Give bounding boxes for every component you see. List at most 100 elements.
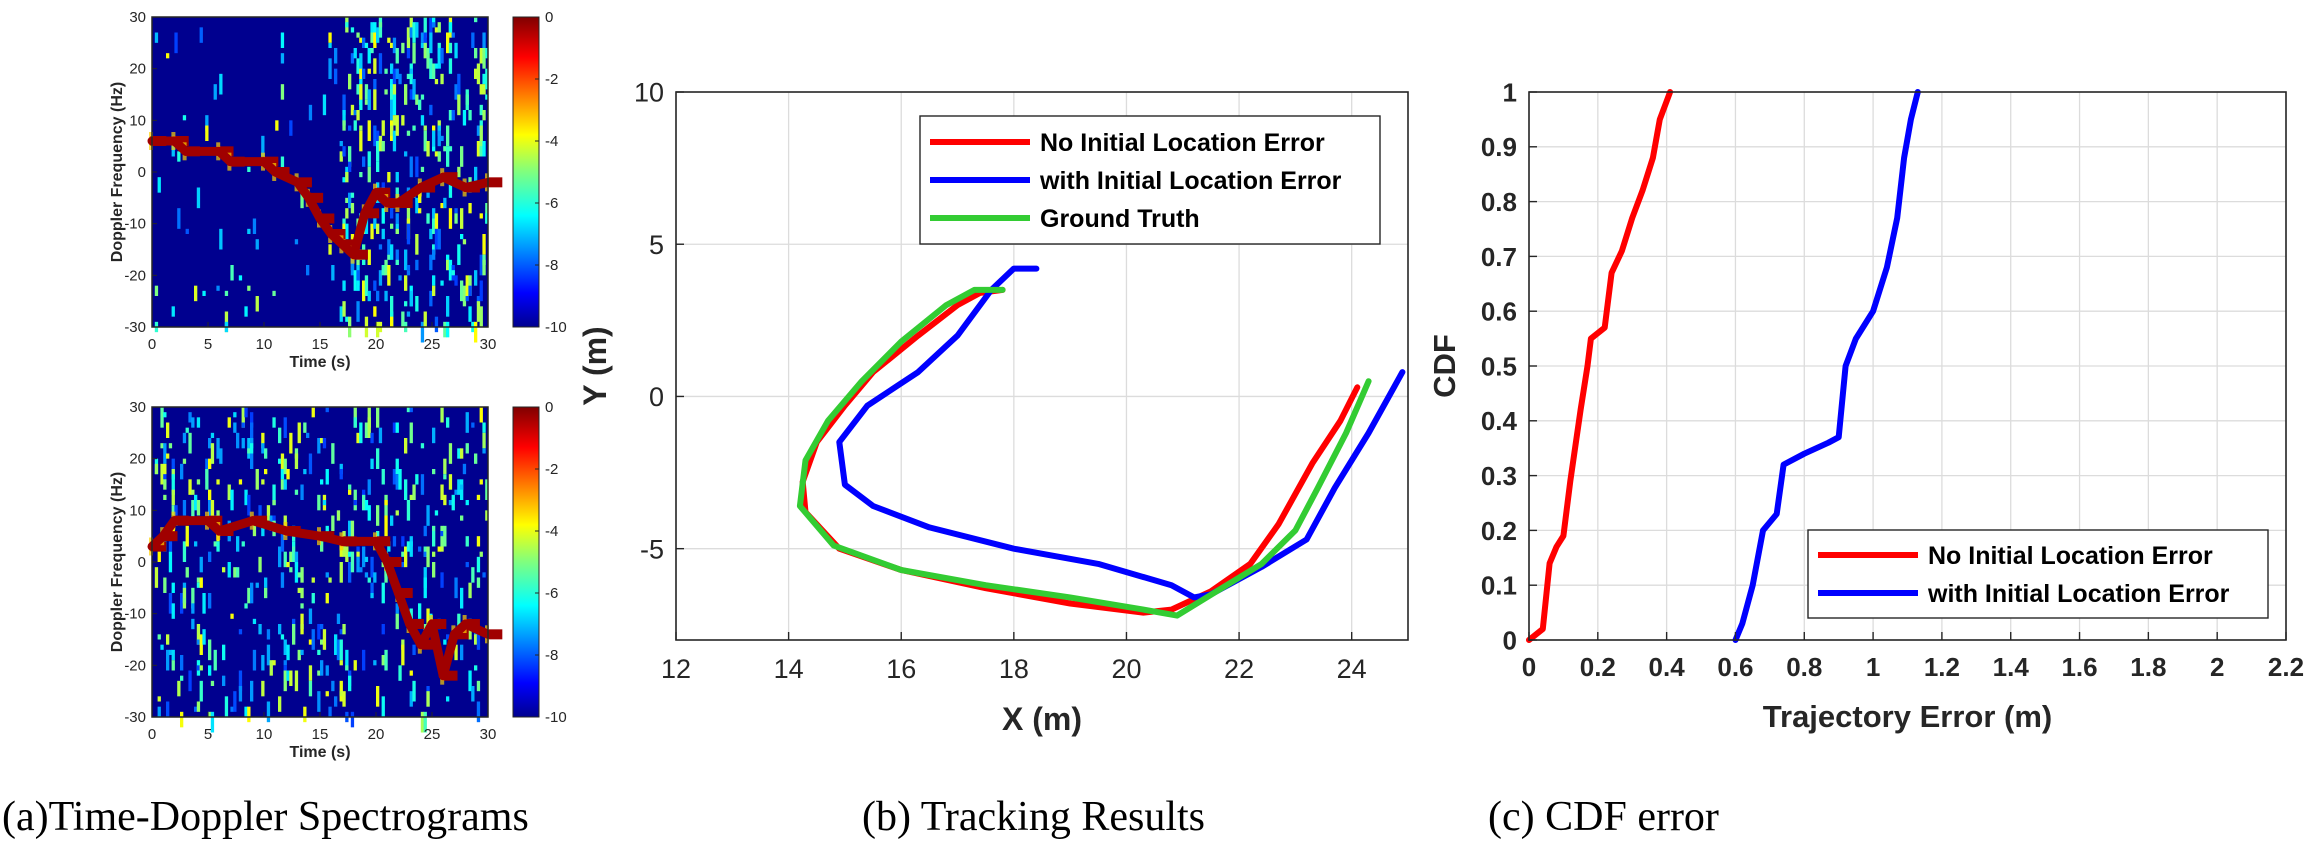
y-tick-label: 10 — [634, 78, 664, 108]
heatmap-noise-cell — [348, 161, 352, 172]
heatmap-noise-cell — [395, 474, 399, 490]
heatmap-noise-cell — [381, 562, 385, 568]
heatmap-noise-cell — [418, 208, 422, 214]
heatmap-noise-cell — [166, 422, 170, 438]
heatmap-noise-cell — [398, 665, 402, 681]
heatmap-noise-cell — [185, 525, 189, 547]
heatmap-noise-cell — [320, 536, 324, 552]
heatmap-noise-cell — [378, 135, 383, 152]
heatmap-noise-cell — [182, 598, 187, 604]
heatmap-noise-cell — [236, 432, 240, 449]
heatmap-noise-cell — [462, 463, 467, 475]
x-tick-label: 0 — [148, 726, 156, 743]
heatmap-noise-cell — [457, 244, 461, 265]
y-tick-label: -10 — [124, 606, 146, 623]
heatmap-noise-cell — [328, 577, 332, 583]
heatmap-noise-cell — [294, 562, 299, 583]
legend-box — [1807, 529, 2269, 619]
heatmap-noise-cell — [401, 644, 405, 666]
heatmap-noise-cell — [247, 166, 251, 172]
heatmap-noise-cell — [348, 489, 352, 495]
x-tick-label: 30 — [480, 726, 497, 743]
heatmap-noise-cell — [446, 146, 450, 167]
heatmap-noise-cell — [241, 422, 245, 428]
heatmap-noise-cell — [406, 407, 411, 413]
heatmap-noise-cell — [303, 422, 307, 433]
heatmap-noise-cell — [446, 634, 450, 640]
heatmap-noise-cell — [208, 711, 212, 717]
y-tick-label: 0 — [138, 554, 146, 571]
heatmap-noise-cell — [345, 546, 349, 562]
heatmap-noise-cell — [434, 79, 439, 85]
heatmap-noise-cell — [373, 32, 377, 48]
heatmap-noise-cell — [485, 94, 489, 100]
heatmap-noise-cell — [247, 587, 251, 604]
heatmap-noise-cell — [311, 629, 315, 650]
heatmap-noise-cell — [420, 32, 425, 43]
heatmap-noise-cell — [166, 701, 170, 717]
heatmap-noise-cell — [387, 239, 391, 255]
heatmap-noise-cell — [247, 448, 251, 454]
heatmap-noise-cell — [373, 22, 377, 33]
heatmap-noise-cell — [440, 531, 444, 537]
y-tick-label: -30 — [124, 709, 146, 726]
heatmap-noise-cell — [404, 275, 408, 291]
heatmap-noise-cell — [278, 624, 282, 635]
heatmap-noise-cell — [194, 706, 198, 712]
heatmap-noise-cell — [300, 587, 304, 599]
heatmap-noise-cell — [157, 696, 161, 702]
heatmap-noise-cell — [401, 311, 405, 327]
heatmap-noise-cell — [454, 42, 458, 59]
heatmap-noise-cell — [429, 104, 433, 116]
heatmap-noise-cell — [395, 603, 399, 614]
heatmap-noise-cell — [457, 613, 461, 630]
heatmap-noise-cell — [404, 249, 408, 271]
heatmap-noise-cell — [482, 234, 486, 255]
heatmap-noise-cell — [219, 448, 223, 464]
heatmap-noise-cell — [434, 316, 439, 333]
heatmap-noise-cell — [168, 443, 173, 449]
heatmap-noise-cell — [395, 613, 399, 630]
y-tick-label: -5 — [640, 534, 664, 564]
heatmap-noise-cell — [336, 639, 341, 661]
heatmap-noise-cell — [250, 453, 254, 469]
heatmap-noise-cell — [367, 151, 371, 167]
heatmap-noise-cell — [471, 686, 475, 702]
legend-label-1: No Initial Location Error — [1040, 129, 1325, 157]
heatmap-noise-cell — [163, 494, 167, 500]
heatmap-noise-cell — [205, 125, 209, 141]
heatmap-noise-cell — [339, 141, 343, 147]
x-tick-label: 15 — [312, 336, 329, 353]
x-tick-label: 5 — [204, 726, 212, 743]
heatmap-noise-cell — [429, 17, 433, 33]
heatmap-noise-cell — [392, 469, 397, 485]
heatmap-noise-cell — [199, 27, 203, 43]
heatmap-noise-cell — [376, 686, 380, 707]
heatmap-noise-cell — [401, 551, 405, 557]
x-tick-label: 0.8 — [1786, 652, 1822, 682]
heatmap-noise-cell — [244, 706, 248, 717]
heatmap-noise-cell — [168, 649, 173, 655]
heatmap-noise-cell — [432, 525, 436, 531]
colorbar — [512, 16, 540, 328]
heatmap-noise-cell — [440, 280, 444, 286]
heatmap-noise-cell — [465, 562, 469, 568]
heatmap-noise-cell — [339, 562, 343, 583]
heatmap-noise-cell — [476, 536, 481, 547]
heatmap-noise-cell — [331, 265, 335, 281]
heatmap-noise-cell — [451, 32, 455, 38]
heatmap-noise-cell — [426, 505, 430, 526]
heatmap-noise-cell — [208, 639, 212, 661]
heatmap-noise-cell — [387, 265, 391, 286]
heatmap-noise-cell — [350, 192, 355, 198]
heatmap-noise-cell — [241, 541, 245, 547]
heatmap-noise-cell — [443, 474, 447, 480]
heatmap-noise-cell — [177, 680, 181, 697]
heatmap-noise-cell — [482, 32, 486, 48]
heatmap-noise-cell — [370, 593, 374, 599]
heatmap-noise-cell — [479, 306, 483, 327]
heatmap-noise-cell — [409, 156, 413, 178]
heatmap-noise-cell — [367, 290, 371, 302]
series-line-1 — [1526, 89, 1674, 643]
y-tick-label: 20 — [129, 61, 146, 78]
